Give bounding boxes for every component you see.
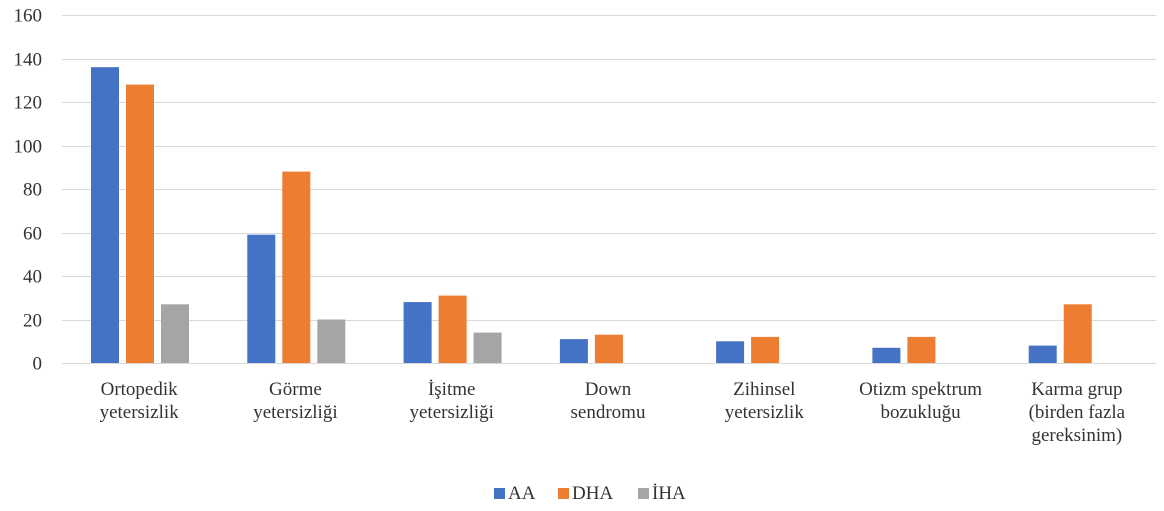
x-category-label-line: Down (585, 379, 632, 400)
bar-dha-4 (751, 336, 780, 363)
bar-dha-5 (907, 336, 936, 363)
legend: AA DHA İHA (494, 483, 686, 504)
x-category-label-line: yetersizlik (725, 402, 805, 423)
bar-i̇ha-2 (473, 332, 502, 363)
y-axis-tick-labels: 0 20 40 60 80 100 120 140 160 (14, 6, 43, 375)
y-tick-label: 160 (14, 6, 43, 27)
x-category-label: Zihinsel yetersizlik (725, 379, 805, 423)
bar-dha-3 (594, 334, 623, 363)
x-category-label: İşitme yetersizliği (410, 379, 494, 423)
x-category-label: Karma grup (birden fazla gereksinim) (1029, 379, 1126, 446)
bar-dha-0 (126, 84, 154, 363)
bar-i̇ha-0 (161, 304, 189, 363)
x-category-label-line: yetersizliği (410, 402, 494, 423)
x-category-label-line: Ortopedik (101, 379, 179, 400)
gridlines (62, 15, 1156, 364)
y-tick-label: 0 (33, 354, 43, 375)
legend-label: İHA (652, 483, 686, 504)
x-category-label: Görme yetersizliği (253, 379, 337, 423)
y-tick-label: 120 (14, 93, 43, 114)
x-category-label-line: Görme (269, 379, 322, 400)
legend-swatch-i̇ha (638, 488, 649, 499)
x-category-label-line: Otizm spektrum (859, 379, 982, 400)
bar-aa-2 (403, 302, 432, 363)
bar-dha-1 (282, 171, 311, 363)
legend-swatch-aa (494, 488, 505, 499)
y-tick-label: 40 (23, 267, 42, 288)
x-category-label: Otizm spektrum bozukluğu (859, 379, 982, 423)
x-category-label-line: bozukluğu (880, 402, 961, 423)
bar-aa-0 (91, 67, 119, 363)
bar-aa-6 (1028, 345, 1057, 363)
bar-i̇ha-1 (317, 319, 346, 363)
x-category-label: Ortopedik yetersizlik (100, 379, 180, 423)
x-category-label-line: Karma grup (1031, 379, 1122, 400)
x-category-label-line: yetersizlik (100, 402, 180, 423)
bars (91, 67, 1092, 364)
legend-label: DHA (572, 483, 613, 504)
bar-aa-4 (716, 341, 745, 364)
bar-dha-6 (1063, 304, 1092, 363)
x-category-label-line: gereksinim) (1031, 425, 1122, 446)
y-tick-label: 100 (14, 137, 43, 158)
y-tick-label: 20 (23, 311, 42, 332)
bar-aa-5 (872, 347, 901, 363)
x-category-label-line: İşitme (428, 379, 476, 400)
y-tick-label: 80 (23, 180, 42, 201)
legend-swatch-dha (558, 488, 569, 499)
legend-label: AA (508, 483, 536, 504)
x-category-label-line: Zihinsel (733, 379, 795, 400)
bar-aa-1 (247, 234, 276, 363)
x-category-label-line: (birden fazla (1029, 402, 1126, 423)
x-category-label-line: sendromu (571, 402, 646, 423)
bar-aa-3 (559, 339, 588, 363)
x-category-label: Down sendromu (571, 379, 646, 423)
y-tick-label: 140 (14, 50, 43, 71)
y-tick-label: 60 (23, 224, 42, 245)
bar-dha-2 (438, 295, 467, 363)
x-category-label-line: yetersizliği (253, 402, 337, 423)
